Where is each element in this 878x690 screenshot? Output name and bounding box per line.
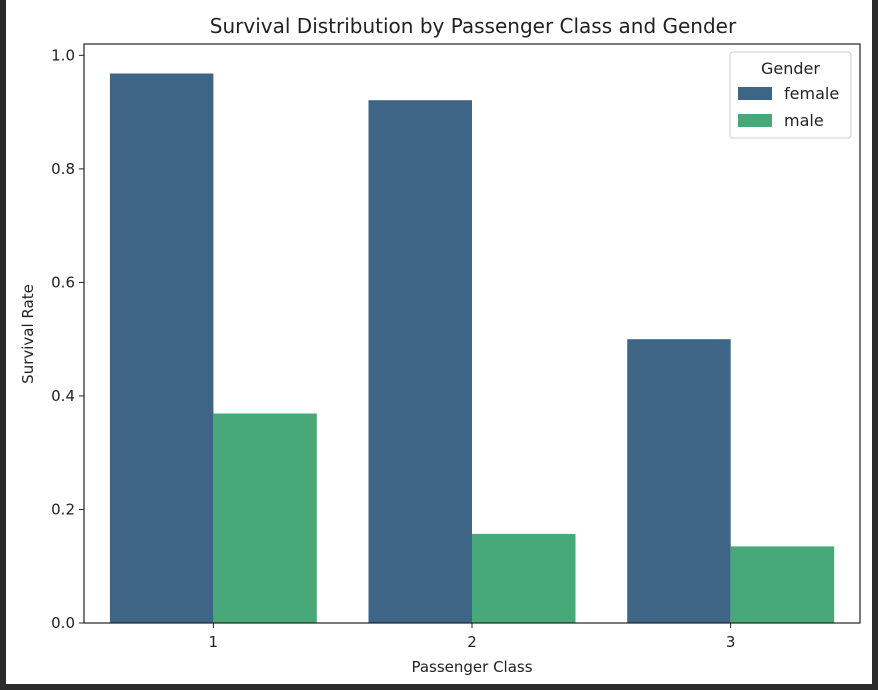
- bar-female-class-3: [627, 339, 731, 623]
- chart-title: Survival Distribution by Passenger Class…: [210, 14, 737, 38]
- bar-chart: Survival Distribution by Passenger Class…: [19, 14, 861, 676]
- y-axis-label: Survival Rate: [19, 284, 37, 384]
- bar-female-class-2: [368, 100, 472, 623]
- x-tick-label: 3: [726, 633, 736, 651]
- legend-label-female: female: [784, 84, 839, 103]
- legend-swatch-male: [738, 114, 772, 127]
- legend-title: Gender: [761, 59, 820, 78]
- y-tick-label: 0.8: [51, 160, 75, 178]
- bar-male-class-1: [213, 413, 317, 623]
- plot-area: 0.0 0.2 0.4 0.6 0.8 1.0 1 2 3: [51, 43, 861, 651]
- chart-canvas: Survival Distribution by Passenger Class…: [6, 0, 872, 684]
- legend-label-male: male: [784, 111, 824, 130]
- y-tick-label: 0.6: [51, 273, 75, 291]
- bar-male-class-3: [730, 546, 835, 623]
- y-tick-label: 0.0: [51, 614, 75, 632]
- y-tick-label: 0.4: [51, 387, 75, 405]
- x-axis-label: Passenger Class: [411, 658, 532, 676]
- legend-swatch-female: [738, 87, 772, 100]
- y-tick-label: 1.0: [51, 46, 75, 64]
- x-tick-label: 2: [467, 633, 477, 651]
- y-tick-label: 0.2: [51, 500, 75, 518]
- legend: Gender female male: [729, 51, 852, 139]
- bar-female-class-1: [109, 73, 214, 623]
- bar-male-class-2: [472, 533, 576, 623]
- x-tick-label: 1: [209, 633, 219, 651]
